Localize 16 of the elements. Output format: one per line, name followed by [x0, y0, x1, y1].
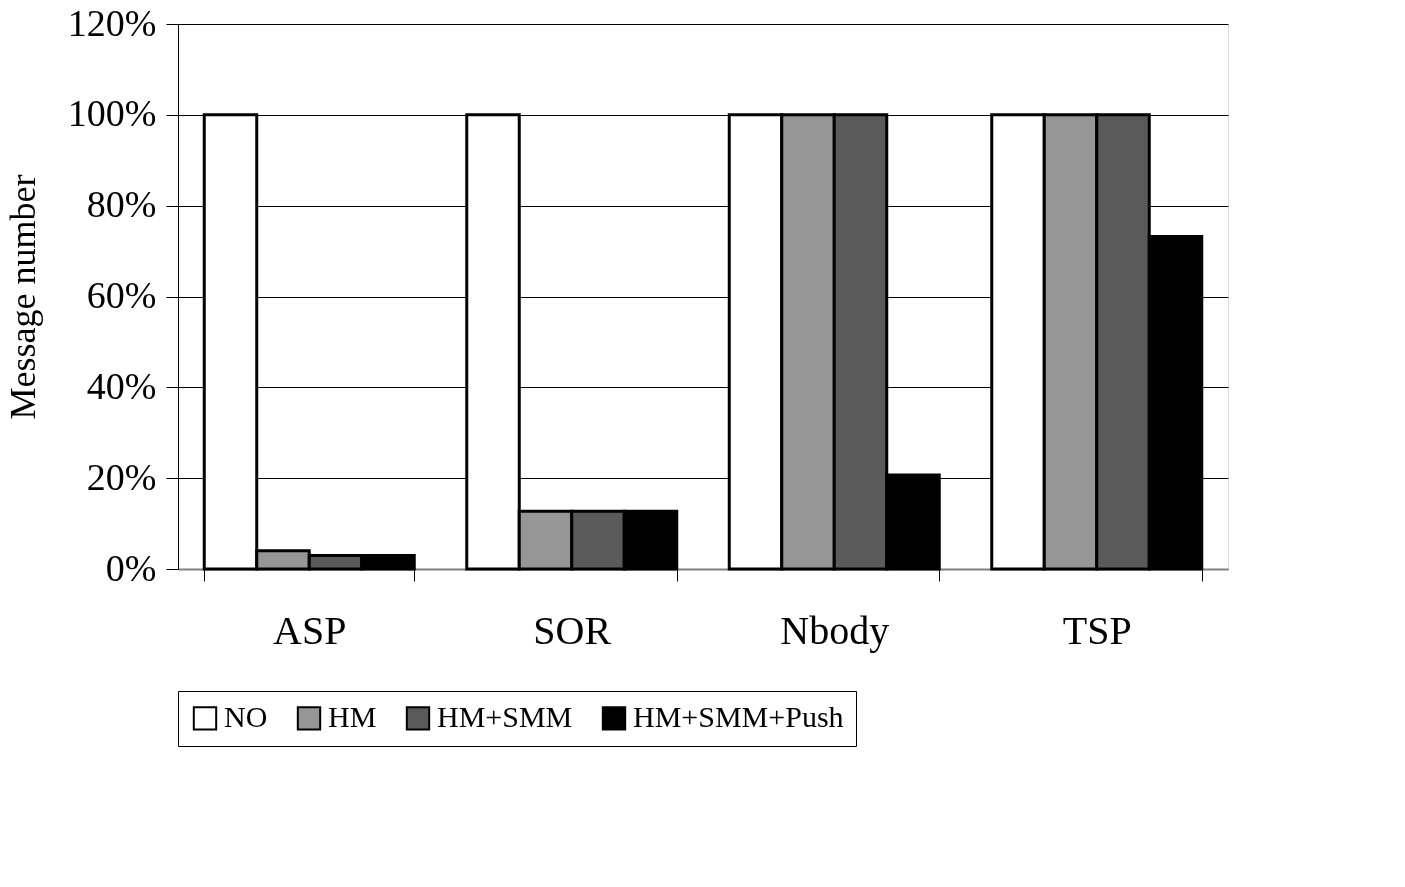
y-axis-title: Message number	[2, 174, 43, 420]
x-tick-label: ASP	[273, 607, 347, 653]
y-tick-label: 60%	[86, 274, 157, 316]
x-tick-label: SOR	[533, 607, 612, 653]
y-tick-label: 120%	[67, 1, 157, 44]
x-tick-label: TSP	[1062, 607, 1132, 653]
y-tick-label: 20%	[86, 455, 157, 498]
y-tick-label: 40%	[86, 364, 157, 407]
y-tick-label: 100%	[67, 92, 157, 135]
legend-label: HM	[328, 700, 377, 734]
y-tick-label: 0%	[105, 546, 157, 589]
y-tick-label: 80%	[86, 183, 157, 226]
legend-label: HM+SMM	[437, 700, 573, 734]
legend-label: HM+SMM+Push	[633, 700, 844, 734]
x-tick-label: Nbody	[780, 607, 890, 653]
legend-label: NO	[224, 700, 268, 734]
